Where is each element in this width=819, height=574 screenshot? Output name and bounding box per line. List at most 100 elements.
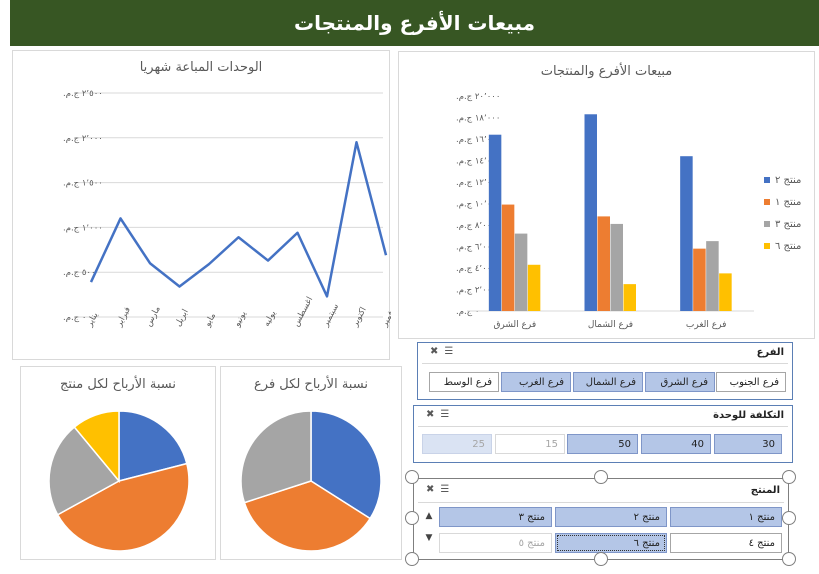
y-tick-label: ٨٬٠٠٠ ج.م. (456, 221, 496, 231)
bar (706, 241, 719, 311)
legend-entry: منتج ٣ (764, 213, 808, 235)
bar (693, 248, 706, 311)
pie-slice (240, 410, 312, 504)
bar-chart-legend: منتج ٢ منتج ١ منتج ٣ منتج ٦ (764, 169, 808, 257)
resize-handle[interactable] (594, 552, 608, 566)
resize-handle[interactable] (594, 470, 608, 484)
y-tick-label: ٤٬٠٠٠ ج.م. (456, 264, 496, 274)
y-tick-label: ٥٠٠ ج.م. (63, 268, 96, 278)
line-series (89, 141, 388, 298)
slicer-item[interactable]: فرع الغرب (501, 372, 571, 392)
bar-chart-plot: ٢٠٬٠٠٠ ج.م. ١٨٬٠٠٠ ج.م. ١٦٬٠٠٠ ج.م. ١٤٬٠٠٠ … (456, 92, 754, 330)
product-profit-pie-chart[interactable]: نسبة الأرباح لكل منتج (20, 366, 216, 560)
bar (623, 284, 636, 311)
chart-title: نسبة الأرباح لكل فرع (254, 377, 368, 392)
y-tick-label: ٢٬٠٠٠ ج.م. (456, 286, 496, 296)
multi-select-icon[interactable]: ☰ (440, 484, 450, 495)
resize-handle[interactable] (405, 470, 419, 484)
dashboard-title: مبيعات الأفرع والمنتجات (10, 0, 819, 46)
slicer-item[interactable]: منتج ٣ (439, 507, 552, 527)
x-tick-label: فرع الشرق (493, 320, 536, 330)
pie-slice (118, 410, 188, 482)
slicer-item[interactable]: منتج ٥ (439, 533, 552, 553)
branch-profit-pie-chart[interactable]: نسبة الأرباح لكل فرع (220, 366, 402, 560)
y-tick-label: ٢٬٥٠٠ ج.م. (63, 89, 103, 99)
y-tick-label: ٢٠٬٠٠٠ ج.م. (456, 92, 500, 102)
y-tick-label: ١٨٬٠٠٠ ج.م. (456, 114, 500, 124)
bar (488, 134, 502, 311)
x-tick-label: مايو (202, 311, 218, 329)
slicer-item[interactable]: 25 (422, 434, 492, 454)
slicer-item[interactable]: 15 (495, 434, 565, 454)
bar (680, 156, 693, 311)
chart-title: الوحدات المباعة شهريا (139, 60, 263, 75)
chart-title: نسبة الأرباح لكل منتج (60, 377, 176, 392)
x-tick-label: يونيو (232, 309, 249, 329)
x-tick-label: فرع الشمال (588, 320, 633, 330)
clear-filter-icon[interactable]: ✖ (426, 409, 435, 420)
unit-cost-slicer[interactable]: التكلفة للوحدة ✖ ☰ 30 40 50 15 25 (413, 405, 793, 463)
pie-slice (73, 410, 120, 484)
clear-filter-icon[interactable]: ✖ (426, 484, 435, 495)
slicer-item[interactable]: منتج ٤ (670, 533, 782, 553)
legend-swatch (764, 243, 770, 249)
slicer-item[interactable]: فرع الشرق (645, 372, 715, 392)
bar (514, 233, 528, 311)
x-tick-label: ابريل (173, 308, 190, 329)
resize-handle[interactable] (782, 470, 796, 484)
legend-swatch (764, 221, 770, 227)
slicer-item[interactable]: 50 (567, 434, 638, 454)
resize-handle[interactable] (405, 552, 419, 566)
chart-title: مبيعات الأفرع والمنتجات (540, 64, 673, 79)
legend-swatch (764, 199, 770, 205)
scroll-down-icon[interactable]: ▼ (425, 533, 433, 543)
scroll-up-icon[interactable]: ▲ (425, 511, 433, 521)
x-tick-label: يوليه (262, 309, 279, 329)
slicer-item[interactable]: 30 (714, 434, 782, 454)
slicer-title: التكلفة للوحدة (713, 410, 784, 421)
x-tick-label: نوفمبر (379, 303, 391, 329)
y-tick-label: ١٦٬٠٠٠ ج.م. (456, 135, 500, 145)
legend-swatch (764, 177, 770, 183)
y-tick-label: ٦٬٠٠٠ ج.م. (456, 243, 496, 253)
pie-chart-plot (240, 410, 382, 552)
slicer-title: الفرع (756, 347, 784, 358)
legend-entry: منتج ٢ (764, 169, 808, 191)
slicer-item[interactable]: منتج ١ (670, 507, 782, 527)
legend-entry: منتج ١ (764, 191, 808, 213)
y-tick-label: ٠ ج.م. (456, 307, 479, 317)
branch-slicer[interactable]: الفرع ✖ ☰ فرع الجنوب فرع الشرق فرع الشمال ف… (417, 342, 793, 400)
monthly-units-line-chart[interactable]: الوحدات المباعة شهريا ٢٬٥٠٠ ج.م. ٢٬٠٠٠ ج.… (12, 50, 391, 360)
slicer-item[interactable]: منتج ٦ (555, 533, 667, 553)
slicer-item[interactable]: فرع الجنوب (716, 372, 786, 392)
x-tick-label: فرع الغرب (686, 320, 727, 330)
clear-filter-icon[interactable]: ✖ (430, 346, 439, 357)
slicer-title: المنتج (750, 485, 780, 496)
y-tick-label: ١٠٬٠٠٠ ج.م. (456, 200, 500, 210)
branch-product-bar-chart[interactable]: مبيعات الأفرع والمنتجات ٢٠٬٠٠٠ ج.م. ١٨٬٠٠… (398, 51, 815, 339)
x-tick-label: اغسطس (291, 295, 315, 328)
legend-entry: منتج ٦ (764, 235, 808, 257)
multi-select-icon[interactable]: ☰ (440, 409, 450, 420)
bar (527, 264, 541, 311)
resize-handle[interactable] (405, 511, 419, 525)
bar (584, 114, 597, 312)
pie-chart-plot (48, 410, 190, 552)
slicer-item[interactable]: منتج ٢ (555, 507, 667, 527)
legend-label: منتج ١ (775, 196, 802, 208)
bar (719, 273, 732, 311)
slicer-item[interactable]: 40 (641, 434, 711, 454)
resize-handle[interactable] (782, 511, 796, 525)
y-tick-label: ١٤٬٠٠٠ ج.م. (456, 157, 500, 167)
slicer-item[interactable]: فرع الشمال (573, 372, 643, 392)
slicer-item[interactable]: فرع الوسط (429, 372, 499, 392)
multi-select-icon[interactable]: ☰ (444, 346, 454, 357)
legend-label: منتج ٣ (775, 218, 802, 230)
legend-label: منتج ٦ (775, 240, 802, 252)
resize-handle[interactable] (782, 552, 796, 566)
legend-label: منتج ٢ (775, 174, 802, 186)
pie-slice (56, 462, 190, 552)
bar (610, 223, 623, 311)
pie-slice (243, 480, 372, 552)
